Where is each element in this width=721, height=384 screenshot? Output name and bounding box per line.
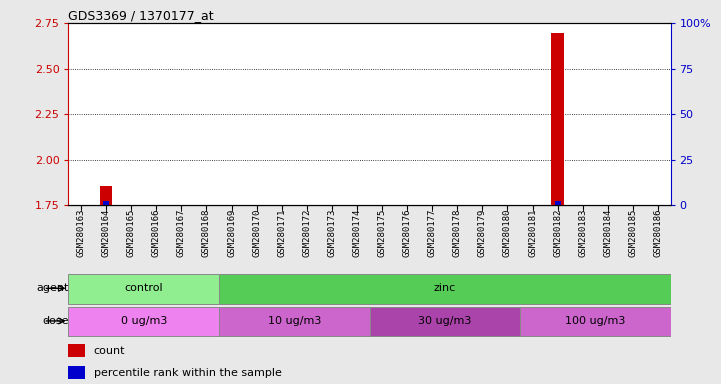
Bar (369, 307, 520, 336)
Text: GSM280165: GSM280165 (127, 209, 136, 257)
Text: 100 ug/m3: 100 ug/m3 (565, 316, 625, 326)
Bar (219, 307, 369, 336)
Text: GSM280172: GSM280172 (302, 209, 311, 257)
Text: GSM280182: GSM280182 (553, 209, 562, 257)
Text: zinc: zinc (433, 283, 456, 293)
Text: GSM280181: GSM280181 (528, 209, 537, 257)
Text: GSM280186: GSM280186 (653, 209, 663, 257)
Bar (68, 366, 85, 379)
Text: GSM280184: GSM280184 (603, 209, 612, 257)
Text: count: count (94, 346, 125, 356)
Text: percentile rank within the sample: percentile rank within the sample (94, 368, 282, 378)
Text: GSM280166: GSM280166 (152, 209, 161, 257)
Text: GSM280179: GSM280179 (478, 209, 487, 257)
Text: dose: dose (43, 316, 68, 326)
Text: GSM280175: GSM280175 (378, 209, 386, 257)
Text: 30 ug/m3: 30 ug/m3 (418, 316, 472, 326)
Text: GSM280180: GSM280180 (503, 209, 512, 257)
Bar (552, 33, 564, 205)
Text: GSM280168: GSM280168 (202, 209, 211, 257)
Text: GSM280173: GSM280173 (327, 209, 337, 257)
Text: control: control (125, 283, 163, 293)
Text: 10 ug/m3: 10 ug/m3 (267, 316, 321, 326)
Text: GSM280178: GSM280178 (453, 209, 462, 257)
Bar (520, 307, 671, 336)
Bar (103, 201, 110, 205)
Text: agent: agent (36, 283, 68, 293)
Text: GSM280177: GSM280177 (428, 209, 437, 257)
Text: GSM280164: GSM280164 (102, 209, 110, 257)
Text: GSM280167: GSM280167 (177, 209, 186, 257)
Text: GSM280169: GSM280169 (227, 209, 236, 257)
Text: GSM280183: GSM280183 (578, 209, 587, 257)
Bar (68, 344, 85, 357)
Bar (554, 201, 561, 205)
Text: GSM280185: GSM280185 (629, 209, 637, 257)
Text: GSM280171: GSM280171 (277, 209, 286, 257)
Text: 0 ug/m3: 0 ug/m3 (120, 316, 167, 326)
Text: GSM280170: GSM280170 (252, 209, 261, 257)
Text: GSM280176: GSM280176 (402, 209, 412, 257)
Bar (68, 307, 219, 336)
Text: GSM280163: GSM280163 (76, 209, 86, 257)
Bar (99, 186, 112, 205)
Bar (68, 274, 219, 304)
Text: GDS3369 / 1370177_at: GDS3369 / 1370177_at (68, 9, 214, 22)
Bar (219, 274, 671, 304)
Text: GSM280174: GSM280174 (353, 209, 361, 257)
